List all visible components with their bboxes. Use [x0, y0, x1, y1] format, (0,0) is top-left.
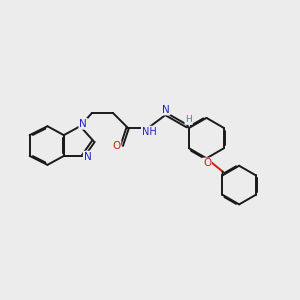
Text: N: N — [162, 105, 169, 115]
Text: H: H — [185, 115, 192, 124]
Text: N: N — [84, 152, 92, 161]
Text: NH: NH — [142, 127, 157, 136]
Text: O: O — [203, 158, 211, 168]
Text: N: N — [79, 119, 87, 129]
Text: O: O — [112, 140, 121, 151]
